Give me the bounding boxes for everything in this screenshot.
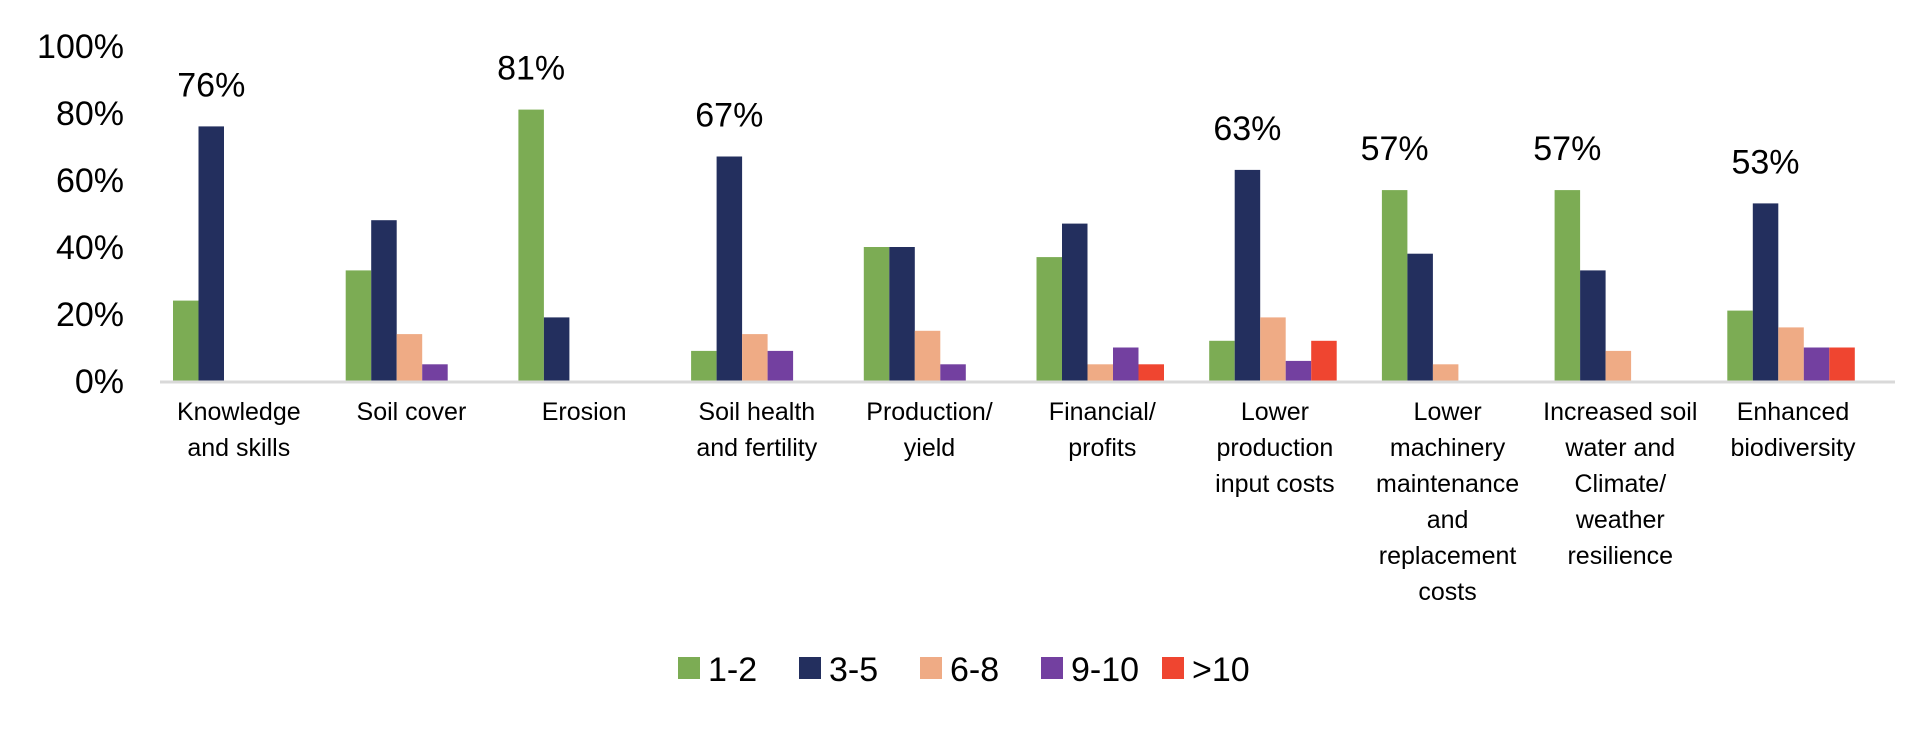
y-tick-label: 80% — [56, 95, 124, 133]
x-category-label: Production/yield — [866, 398, 993, 462]
legend-label: 6-8 — [950, 651, 999, 689]
bar-12-5 — [1036, 257, 1062, 381]
bars — [173, 109, 1855, 382]
data-label: 63% — [1213, 110, 1281, 148]
bar-12-8 — [1554, 190, 1581, 381]
bar-10-9 — [1829, 347, 1855, 381]
legend: 1-2 3-5 6-8 9-10 >10 — [678, 651, 1250, 689]
x-category-label: Soil health and fertility — [696, 398, 817, 462]
y-axis-ticks: 0% 20% 40% 60% 80% 100% — [37, 28, 124, 401]
legend-label: >10 — [1192, 651, 1250, 689]
legend-swatch — [799, 657, 821, 679]
legend-swatch — [920, 657, 942, 679]
bar-12-6 — [1209, 340, 1235, 381]
legend-item: >10 — [1162, 651, 1250, 689]
bar-35-9 — [1752, 203, 1779, 381]
x-axis-category-labels: Knowledge and skills Soil cover Erosion Soil… — [177, 398, 1856, 606]
bar-35-0 — [198, 126, 224, 382]
bar-910-9 — [1803, 347, 1830, 381]
bar-68-7 — [1432, 364, 1459, 382]
legend-swatch — [1041, 657, 1063, 679]
bar-35-5 — [1062, 223, 1088, 381]
x-category-label: Lower production input costs — [1215, 398, 1335, 498]
legend-item: 9-10 — [1041, 651, 1139, 689]
bar-910-4 — [940, 364, 966, 382]
bar-12-7 — [1381, 190, 1408, 381]
bar-910-6 — [1285, 360, 1312, 381]
bar-68-4 — [914, 330, 941, 382]
bar-68-8 — [1605, 350, 1632, 381]
legend-item: 6-8 — [920, 651, 999, 689]
bar-35-6 — [1234, 169, 1261, 381]
bar-35-1 — [371, 220, 397, 381]
legend-label: 9-10 — [1071, 651, 1139, 689]
bar-12-0 — [173, 300, 199, 381]
y-tick-label: 0% — [75, 363, 124, 401]
y-tick-label: 60% — [56, 162, 124, 200]
bar-35-2 — [543, 317, 570, 381]
data-label: 67% — [695, 97, 763, 135]
data-label: 57% — [1361, 130, 1429, 168]
legend-swatch — [1162, 657, 1184, 679]
legend-item: 1-2 — [678, 651, 757, 689]
bar-35-4 — [889, 247, 915, 381]
data-labels: 76% 81% 67% 63% 57% 57% 53% — [177, 50, 1799, 182]
x-category-label: Erosion — [542, 398, 627, 426]
x-category-label: Enhanced biodiversity — [1730, 398, 1856, 462]
data-label: 57% — [1533, 130, 1601, 168]
bar-68-6 — [1260, 317, 1286, 381]
data-label: 53% — [1731, 143, 1799, 181]
data-label: 81% — [497, 50, 565, 88]
bar-910-5 — [1113, 347, 1139, 381]
legend-label: 3-5 — [829, 651, 878, 689]
bar-12-4 — [863, 247, 890, 381]
data-label: 76% — [177, 66, 245, 104]
bar-35-8 — [1580, 270, 1606, 381]
y-tick-label: 40% — [56, 229, 124, 267]
x-category-label: Financial/profits — [1049, 398, 1156, 462]
bar-12-1 — [345, 270, 372, 381]
bar-10-6 — [1311, 340, 1337, 381]
bar-68-1 — [396, 334, 423, 381]
legend-item: 3-5 — [799, 651, 878, 689]
bar-910-3 — [767, 350, 794, 381]
y-tick-label: 100% — [37, 28, 124, 66]
bar-35-7 — [1407, 253, 1433, 381]
legend-swatch — [678, 657, 700, 679]
x-category-label: Lower machinery maintenance and replacement c… — [1376, 398, 1519, 606]
legend-label: 1-2 — [708, 651, 757, 689]
bar-12-2 — [518, 109, 544, 381]
bar-35-3 — [716, 156, 743, 381]
bar-910-1 — [422, 364, 448, 382]
bar-12-3 — [691, 350, 717, 381]
y-tick-label: 20% — [56, 296, 124, 334]
bar-12-9 — [1727, 310, 1753, 381]
bar-68-5 — [1087, 364, 1113, 382]
bar-68-9 — [1778, 327, 1804, 381]
x-category-label: Knowledge and skills — [177, 398, 301, 462]
x-category-label: Increased soil water and Climate/weather re… — [1543, 398, 1697, 570]
x-category-label: Soil cover — [357, 398, 467, 426]
bar-68-3 — [742, 334, 768, 381]
bar-10-5 — [1138, 364, 1164, 382]
